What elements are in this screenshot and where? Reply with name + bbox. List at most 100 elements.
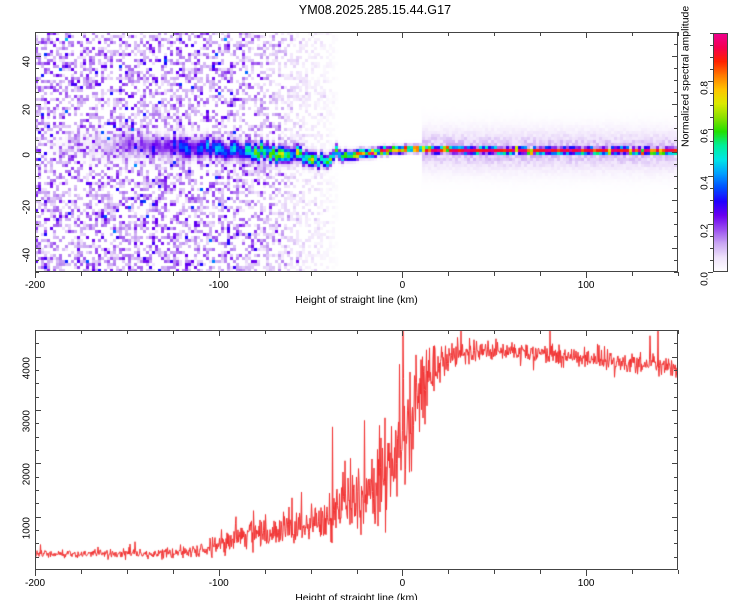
axis-tick (586, 570, 587, 576)
axis-tick (219, 330, 220, 336)
axis-tick (311, 272, 312, 276)
axis-tick (35, 463, 41, 464)
axis-tick (494, 570, 495, 574)
axis-tick (35, 116, 39, 117)
axis-tick (35, 357, 41, 358)
axis-tick-label: 0.0 (699, 272, 711, 286)
colorbar-canvas (713, 33, 728, 272)
axis-tick (35, 224, 39, 225)
axis-tick (357, 330, 358, 334)
axis-tick (219, 570, 220, 576)
axis-tick (35, 260, 39, 261)
axis-tick-label: 1000 (21, 516, 33, 539)
axis-tick-label: -100 (208, 280, 229, 291)
axis-tick (674, 224, 678, 225)
axis-tick (710, 57, 713, 58)
axis-tick (674, 32, 678, 33)
axis-tick (35, 370, 39, 371)
axis-tick (219, 272, 220, 278)
axis-tick (674, 212, 678, 213)
axis-tick (678, 272, 679, 276)
axis-tick (674, 44, 678, 45)
axis-tick (674, 272, 678, 273)
axis-tick (674, 68, 678, 69)
axis-tick (710, 33, 713, 34)
axis-tick (35, 477, 39, 478)
axis-tick-label: 0.6 (699, 128, 711, 143)
axis-tick-label: 4000 (21, 356, 33, 379)
axis-tick (35, 570, 36, 576)
axis-tick (35, 56, 41, 57)
axis-tick (35, 330, 36, 336)
axis-tick (402, 32, 403, 38)
axis-tick-label: 0 (21, 152, 33, 158)
axis-tick (672, 200, 678, 201)
axis-tick (35, 517, 41, 518)
axis-tick (710, 212, 713, 213)
axis-tick (710, 93, 713, 94)
axis-tick (265, 272, 266, 276)
axis-tick (311, 330, 312, 334)
axis-tick (35, 140, 39, 141)
axis-tick (35, 410, 41, 411)
axis-tick (35, 503, 39, 504)
axis-tick (710, 153, 713, 154)
axis-tick (710, 117, 713, 118)
axis-tick (708, 129, 713, 130)
snr-x-axis-label: Height of straight line (km) (295, 592, 418, 600)
axis-tick (81, 32, 82, 36)
axis-tick (672, 357, 678, 358)
axis-tick-label: -20 (21, 200, 33, 215)
axis-tick-label: -40 (21, 248, 33, 263)
axis-tick (494, 272, 495, 276)
axis-tick (448, 330, 449, 334)
axis-tick (173, 272, 174, 276)
axis-tick (35, 176, 39, 177)
axis-tick (586, 272, 587, 278)
snr-canvas (35, 330, 678, 570)
axis-tick (672, 56, 678, 57)
axis-tick (674, 80, 678, 81)
axis-tick-label: 100 (577, 578, 595, 589)
axis-tick (448, 570, 449, 574)
axis-tick (35, 557, 39, 558)
axis-tick-label: 100 (577, 280, 595, 291)
axis-tick (632, 330, 633, 334)
axis-tick (35, 152, 41, 153)
axis-tick (586, 32, 587, 38)
axis-tick (540, 32, 541, 36)
axis-tick (674, 92, 678, 93)
axis-tick (710, 164, 713, 165)
axis-tick (674, 370, 678, 371)
axis-tick (357, 570, 358, 574)
axis-tick (35, 343, 39, 344)
axis-tick (674, 450, 678, 451)
axis-tick (674, 260, 678, 261)
axis-tick (678, 32, 679, 36)
axis-tick (35, 450, 39, 451)
axis-tick (632, 32, 633, 36)
axis-tick (678, 570, 679, 574)
axis-tick (710, 236, 713, 237)
axis-tick (311, 32, 312, 36)
axis-tick (35, 80, 39, 81)
axis-tick-label: -100 (208, 578, 229, 589)
axis-tick (672, 104, 678, 105)
axis-tick-label: 20 (21, 104, 33, 116)
axis-tick (127, 32, 128, 36)
axis-tick-label: 2000 (21, 463, 33, 486)
axis-tick (402, 570, 403, 576)
axis-tick (35, 490, 39, 491)
axis-tick (672, 517, 678, 518)
axis-tick (708, 176, 713, 177)
axis-tick (708, 272, 713, 273)
axis-tick (35, 44, 39, 45)
axis-tick (35, 543, 39, 544)
axis-tick (710, 188, 713, 189)
axis-tick (674, 343, 678, 344)
axis-tick-label: 0.8 (699, 80, 711, 95)
axis-tick (710, 45, 713, 46)
axis-tick (586, 330, 587, 336)
axis-tick (35, 236, 39, 237)
